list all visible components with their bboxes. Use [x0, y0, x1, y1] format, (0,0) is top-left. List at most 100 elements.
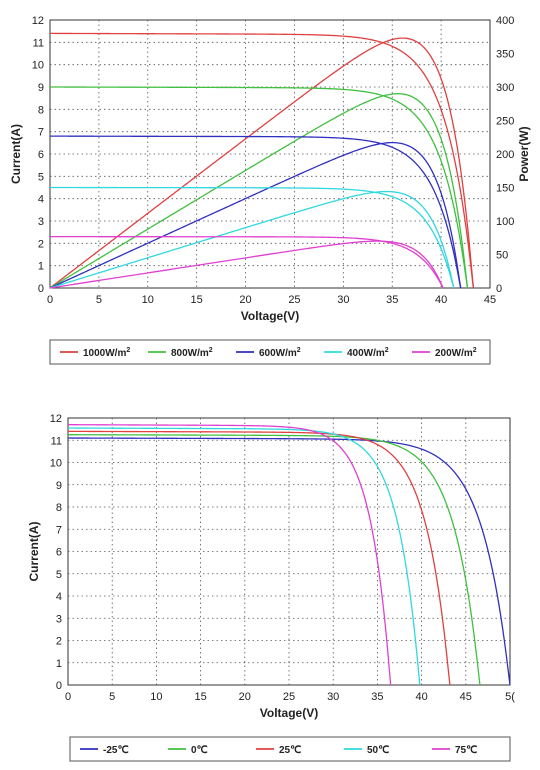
chart1-y2-ticks: 0 50 100 150 200 250 300 350 400 [496, 15, 514, 295]
c2-y-tick-label: 8 [56, 502, 62, 514]
c1-x-tick-label: 0 [47, 294, 53, 306]
c2-y-tick-label: 9 [56, 480, 62, 492]
c1-x-tick-label: 15 [191, 294, 203, 306]
c2-iv-curve-3 [67, 427, 421, 686]
c2-x-tick-label: 5( [505, 691, 515, 703]
c1-y2-tick-label: 0 [496, 283, 502, 295]
c1-y2-tick-label: 50 [496, 250, 508, 262]
c1-legend-label-4: 200W/m2 [435, 347, 477, 359]
c1-pv-curve-1 [49, 93, 469, 289]
c1-pv-curve-2 [49, 141, 462, 289]
c1-y-tick-label: 3 [38, 216, 44, 228]
c1-x-tick-label: 45 [484, 294, 496, 306]
c2-x-tick-label: 35 [371, 691, 383, 703]
c1-pv-curve-0 [49, 37, 475, 289]
c1-y-tick-label: 2 [38, 238, 44, 250]
chart1-y2-axis-label: Power(W) [517, 126, 531, 181]
c2-y-tick-label: 6 [56, 547, 62, 559]
c1-y2-tick-label: 100 [496, 216, 514, 228]
c1-y2-tick-label: 300 [496, 82, 514, 94]
c1-legend-sup: 2 [297, 347, 301, 354]
c1-x-tick-label: 40 [435, 294, 447, 306]
chart2-series [67, 424, 511, 686]
c1-legend-label-3: 400W/m2 [347, 347, 389, 359]
c2-y-tick-label: 0 [56, 680, 62, 692]
c1-x-tick-label: 5 [96, 294, 102, 306]
c1-y-tick-label: 0 [38, 283, 44, 295]
c2-x-tick-label: 20 [239, 691, 251, 703]
c1-y-tick-label: 11 [33, 37, 44, 49]
c2-iv-curve-0 [67, 437, 511, 686]
c2-y-tick-label: 3 [56, 613, 62, 625]
c1-y-tick-label: 10 [32, 60, 44, 72]
c2-iv-curve-1 [68, 434, 481, 686]
c2-y-tick-label: 7 [56, 524, 62, 536]
c2-x-tick-label: 15 [194, 691, 206, 703]
c1-y-tick-label: 12 [32, 15, 44, 27]
c1-y-tick-label: 5 [38, 171, 44, 183]
c1-x-tick-label: 35 [386, 294, 398, 306]
chart1-x-axis-label: Voltage(V) [241, 309, 299, 323]
c1-pv-curve-4 [49, 240, 444, 289]
c1-y2-tick-label: 400 [496, 15, 514, 27]
c1-y2-tick-label: 150 [496, 183, 514, 195]
c1-iv-curve-2 [49, 135, 462, 289]
chart2-legend-items: -25℃ 0℃ 25℃ 50℃ 75℃ [80, 745, 477, 756]
c2-legend-label-3: 50℃ [367, 745, 389, 756]
c2-y-tick-label: 2 [56, 636, 62, 648]
chart2-y-axis-label: Current(A) [27, 522, 41, 582]
c2-legend-label-1: 0℃ [191, 745, 208, 756]
c2-y-tick-label: 4 [56, 591, 62, 603]
c2-iv-curve-4 [68, 424, 392, 686]
chart2-x-ticks: 0 5 10 15 20 25 30 35 40 45 5( [65, 691, 515, 703]
c1-iv-curve-0 [49, 32, 475, 289]
c2-x-tick-label: 40 [415, 691, 427, 703]
c1-y-tick-label: 4 [38, 194, 44, 206]
c1-legend-label-0: 1000W/m2 [83, 347, 130, 359]
c1-legend-sup: 2 [209, 347, 213, 354]
c1-x-tick-label: 25 [288, 294, 300, 306]
c2-x-tick-label: 25 [283, 691, 295, 703]
c1-iv-curve-3 [50, 186, 455, 289]
c2-y-tick-label: 12 [50, 413, 62, 425]
chart1-y-axis-label: Current(A) [9, 124, 23, 184]
c2-x-tick-label: 10 [150, 691, 162, 703]
c1-legend-label-1: 800W/m2 [171, 347, 213, 359]
c1-x-tick-label: 20 [239, 294, 251, 306]
c1-iv-curve-1 [50, 86, 469, 289]
c1-x-tick-label: 30 [337, 294, 349, 306]
c1-pv-curve-3 [49, 190, 455, 289]
c2-x-tick-label: 0 [65, 691, 71, 703]
c2-y-tick-label: 10 [50, 458, 62, 470]
c1-y-tick-label: 1 [38, 261, 44, 273]
c2-y-tick-label: 1 [56, 658, 62, 670]
c1-iv-curve-4 [50, 235, 444, 289]
c2-x-tick-label: 30 [327, 691, 339, 703]
c2-legend-label-0: -25℃ [103, 745, 129, 756]
chart1-series [49, 32, 475, 289]
c1-y2-tick-label: 350 [496, 49, 514, 61]
c1-legend-sup: 2 [473, 347, 477, 354]
c1-y2-tick-label: 250 [496, 116, 514, 128]
c1-legend-label-2: 600W/m2 [259, 347, 301, 359]
c1-legend-sup: 2 [126, 347, 130, 354]
c1-y2-tick-label: 200 [496, 149, 514, 161]
chart1-x-ticks: 0 5 10 15 20 25 30 35 40 45 [47, 294, 496, 306]
c1-x-tick-label: 10 [142, 294, 154, 306]
c1-y-tick-label: 8 [38, 104, 44, 116]
c1-legend-sup: 2 [385, 347, 389, 354]
c2-y-tick-label: 5 [56, 569, 62, 581]
c1-y-tick-label: 9 [38, 82, 44, 94]
c2-iv-curve-2 [67, 430, 451, 686]
c2-x-tick-label: 5 [109, 691, 115, 703]
chart2-x-axis-label: Voltage(V) [260, 706, 318, 720]
c2-legend-label-4: 75℃ [455, 745, 477, 756]
c1-y-tick-label: 6 [38, 149, 44, 161]
c1-y-tick-label: 7 [38, 127, 44, 139]
